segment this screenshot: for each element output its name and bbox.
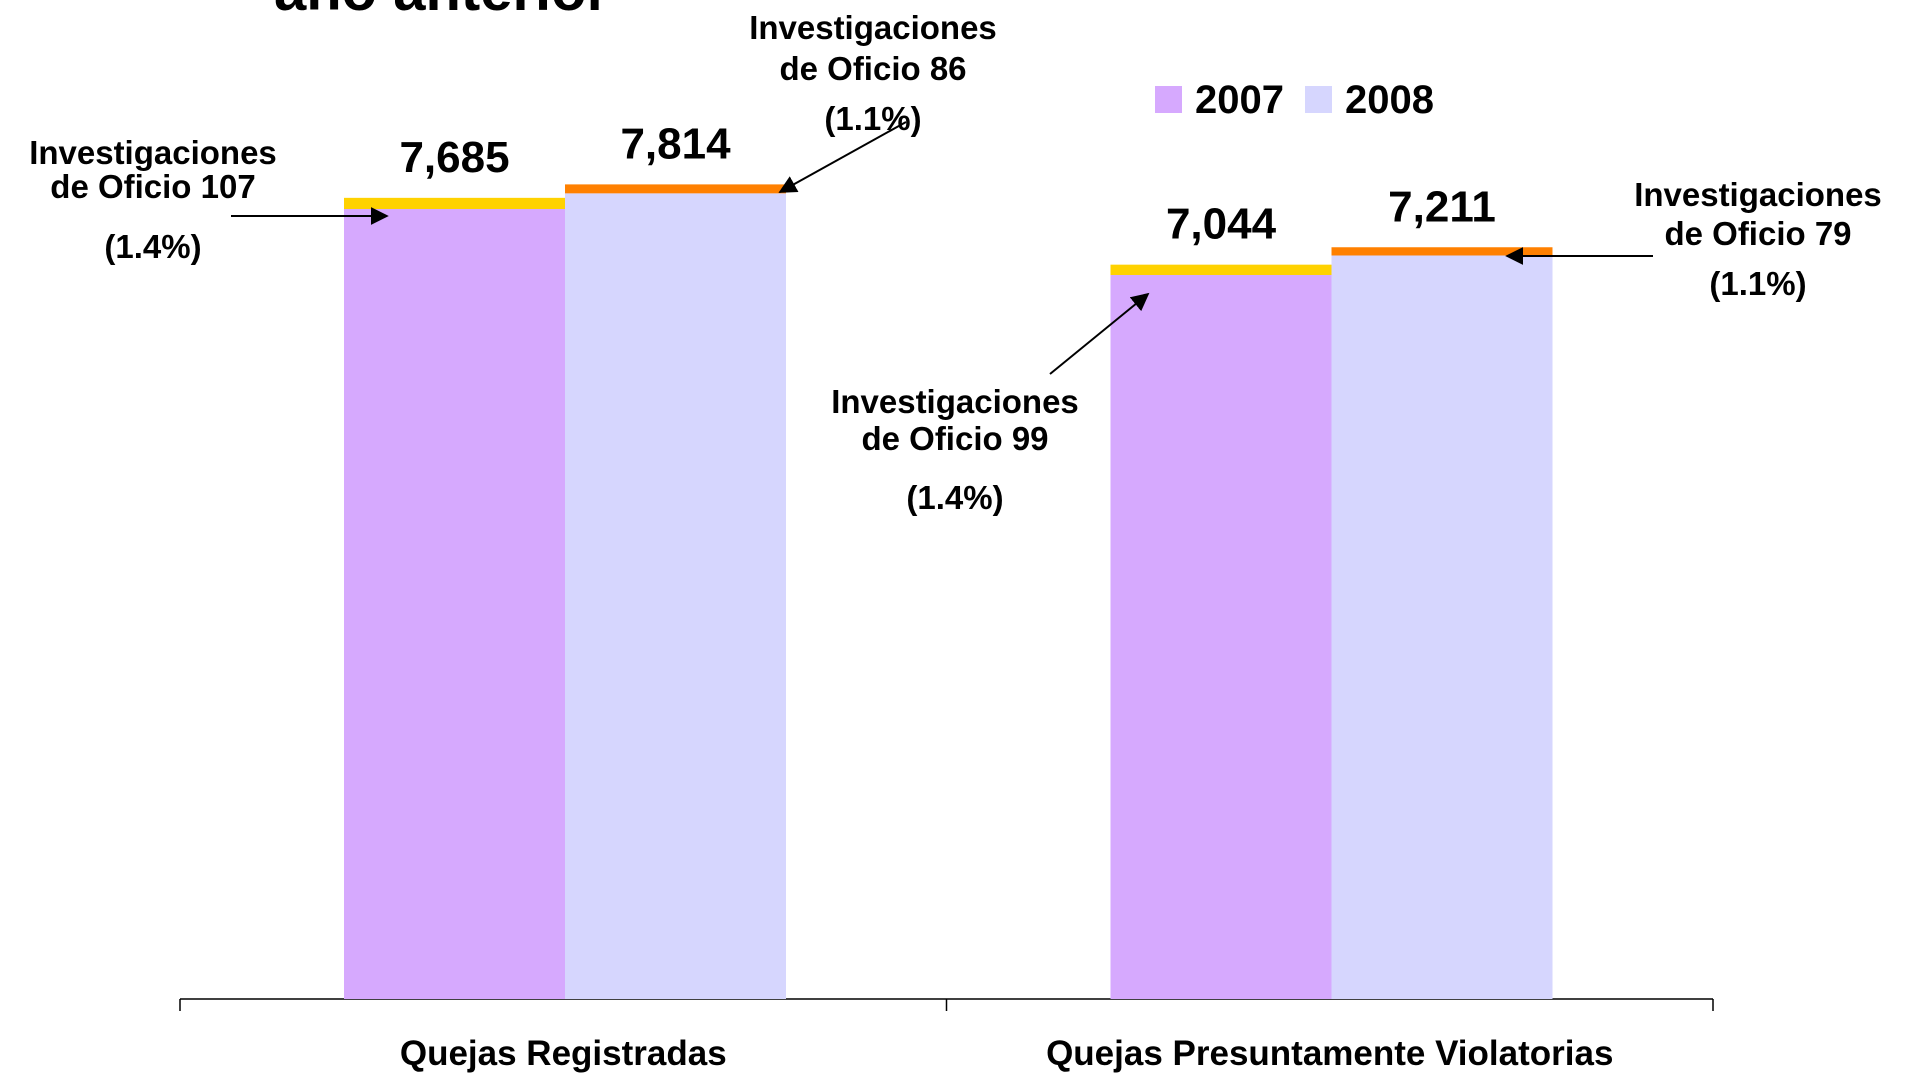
annotation: de Oficio 99 — [861, 420, 1048, 457]
legend-swatch — [1155, 86, 1182, 113]
x-tick-label: Quejas Presuntamente Violatorias — [1046, 1034, 1613, 1073]
total-label: 7,044 — [1166, 200, 1277, 249]
annotation: Investigaciones — [1634, 176, 1882, 213]
annotation: Investigaciones — [29, 134, 277, 171]
bar — [1331, 255, 1553, 999]
annotation: de Oficio 79 — [1664, 215, 1851, 252]
bar-segment — [1331, 247, 1553, 256]
annotation-pct: (1.4%) — [906, 479, 1003, 516]
bar-segment — [344, 197, 565, 209]
legend-swatch — [1305, 86, 1332, 113]
bar-segment — [565, 184, 786, 194]
annotation-arrow — [778, 121, 907, 193]
total-label: 7,814 — [620, 119, 731, 168]
annotation: Investigaciones — [831, 383, 1079, 420]
bar-segment — [1110, 264, 1332, 275]
annotation: Investigaciones — [749, 9, 997, 46]
legend-label: 2008 — [1345, 78, 1434, 122]
bar — [1110, 274, 1332, 999]
bar — [565, 193, 786, 999]
legend-label: 2007 — [1195, 78, 1284, 122]
bar — [344, 208, 565, 999]
annotation: de Oficio 86 — [779, 50, 966, 87]
annotation-pct: (1.1%) — [824, 100, 921, 137]
chart-title: año anterior — [274, 0, 609, 23]
total-label: 7,685 — [399, 133, 509, 182]
x-tick-label: Quejas Registradas — [400, 1034, 727, 1073]
annotation: de Oficio 107 — [50, 168, 255, 205]
annotation-pct: (1.4%) — [104, 228, 201, 265]
annotation-pct: (1.1%) — [1709, 265, 1806, 302]
total-label: 7,211 — [1388, 182, 1496, 231]
annotation-arrow — [1049, 292, 1150, 375]
